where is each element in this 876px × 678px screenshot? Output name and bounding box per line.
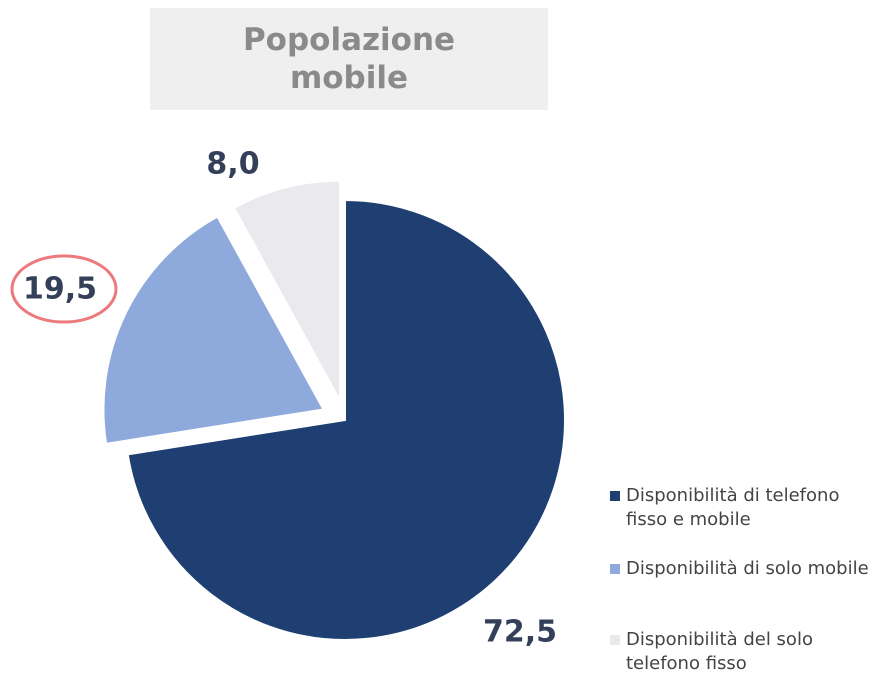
legend-item: Disponibilità del solo telefono fisso — [610, 628, 876, 676]
legend-swatch — [610, 564, 620, 574]
pie-slice — [102, 215, 326, 446]
highlight-circle — [10, 254, 118, 324]
title-box: Popolazione mobile — [150, 8, 548, 110]
value-label: 8,0 — [206, 147, 259, 182]
value-label: 19,5 — [23, 272, 97, 307]
legend-swatch — [610, 491, 620, 501]
pie-slice — [126, 198, 566, 641]
pie-slice — [232, 179, 342, 402]
legend-item: Disponibilità di solo mobile — [610, 557, 876, 581]
legend-item: Disponibilità di telefono fisso e mobile — [610, 484, 876, 532]
legend-label: Disponibilità di solo mobile — [626, 558, 869, 579]
legend-label: Disponibilità del solo telefono fisso — [626, 629, 813, 674]
legend-swatch — [610, 635, 620, 645]
legend-label: Disponibilità di telefono fisso e mobile — [626, 485, 840, 530]
chart-title: Popolazione mobile — [242, 22, 456, 96]
value-label: 72,5 — [483, 615, 557, 650]
